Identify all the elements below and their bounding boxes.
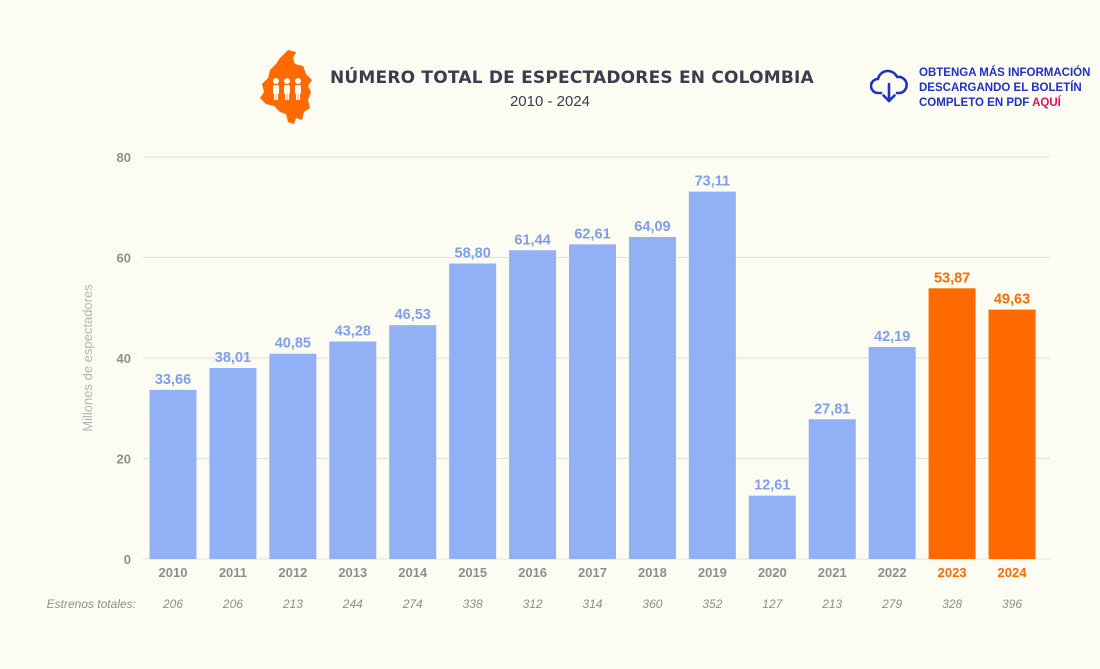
releases-count: 213 — [282, 597, 303, 611]
x-tick-label: 2011 — [219, 565, 247, 580]
bar — [928, 288, 976, 559]
bar-value-label: 62,61 — [574, 226, 610, 242]
chart-subtitle: 2010 - 2024 — [509, 93, 591, 110]
y-tick-label: 80 — [117, 150, 131, 165]
x-tick-label: 2023 — [938, 565, 967, 580]
releases-count: 338 — [463, 597, 483, 611]
x-tick-label: 2018 — [638, 565, 667, 580]
releases-count: 274 — [402, 597, 423, 611]
x-tick-label: 2021 — [818, 565, 847, 580]
y-tick-label: 20 — [117, 452, 131, 467]
x-tick-label: 2024 — [998, 565, 1028, 580]
bar — [209, 367, 257, 559]
y-tick-label: 60 — [117, 251, 131, 266]
releases-count: 396 — [1002, 597, 1022, 611]
releases-count: 312 — [523, 597, 543, 611]
x-tick-label: 2013 — [338, 565, 367, 580]
bar — [269, 353, 317, 559]
x-tick-label: 2020 — [758, 565, 787, 580]
bar-value-label: 33,66 — [155, 372, 191, 388]
x-tick-label: 2015 — [458, 565, 487, 580]
releases-count: 127 — [762, 597, 783, 611]
bar-value-label: 40,85 — [275, 336, 311, 352]
releases-count: 360 — [642, 597, 662, 611]
bar — [808, 419, 856, 559]
bar — [868, 346, 916, 559]
y-tick-label: 40 — [117, 351, 131, 366]
bar — [569, 244, 617, 559]
y-tick-label: 0 — [124, 552, 131, 567]
bar — [149, 389, 197, 559]
bar-value-label: 46,53 — [395, 307, 431, 323]
bar — [389, 325, 437, 559]
bar-value-label: 53,87 — [934, 270, 970, 286]
x-tick-label: 2019 — [698, 565, 727, 580]
releases-count: 328 — [942, 597, 962, 611]
download-line-3: COMPLETO EN PDF — [919, 97, 1030, 109]
bar-value-label: 42,19 — [874, 329, 910, 345]
x-tick-label: 2017 — [578, 565, 607, 580]
bar-value-label: 49,63 — [994, 292, 1030, 308]
bar-value-label: 58,80 — [455, 246, 491, 262]
y-axis-label: Millones de espectadores — [80, 284, 95, 432]
bar-value-label: 73,11 — [695, 174, 731, 190]
bar — [329, 341, 377, 559]
bar-value-label: 38,01 — [215, 350, 251, 366]
bar — [688, 191, 736, 559]
releases-count: 206 — [162, 597, 183, 611]
releases-count: 213 — [821, 597, 842, 611]
bar — [628, 236, 676, 559]
download-line-1: OBTENGA MÁS INFORMACIÓN — [919, 67, 1091, 79]
releases-row-label: Estrenos totales: — [47, 597, 136, 611]
releases-count: 352 — [702, 597, 722, 611]
bar-value-label: 27,81 — [814, 401, 850, 417]
bar — [449, 263, 497, 559]
bar — [509, 250, 557, 559]
bar — [748, 495, 796, 559]
x-tick-label: 2010 — [159, 565, 188, 580]
chart-title: NÚMERO TOTAL DE ESPECTADORES EN COLOMBIA — [330, 68, 814, 88]
x-tick-label: 2014 — [398, 565, 428, 580]
bar-value-label: 43,28 — [335, 324, 371, 340]
x-tick-label: 2022 — [878, 565, 907, 580]
bar-value-label: 64,09 — [634, 219, 670, 235]
x-tick-label: 2016 — [518, 565, 547, 580]
colombia-map-icon — [258, 48, 316, 131]
releases-count: 244 — [342, 597, 363, 611]
bar — [988, 309, 1036, 559]
releases-count: 279 — [881, 597, 902, 611]
releases-count: 314 — [582, 597, 602, 611]
releases-count: 206 — [222, 597, 243, 611]
download-line-2: DESCARGANDO EL BOLETÍN — [919, 82, 1082, 94]
cloud-download-icon — [869, 68, 908, 109]
bar-value-label: 61,44 — [514, 232, 550, 248]
bar-value-label: 12,61 — [754, 478, 790, 494]
download-link-label[interactable]: AQUÍ — [1032, 97, 1061, 109]
x-tick-label: 2012 — [278, 565, 307, 580]
